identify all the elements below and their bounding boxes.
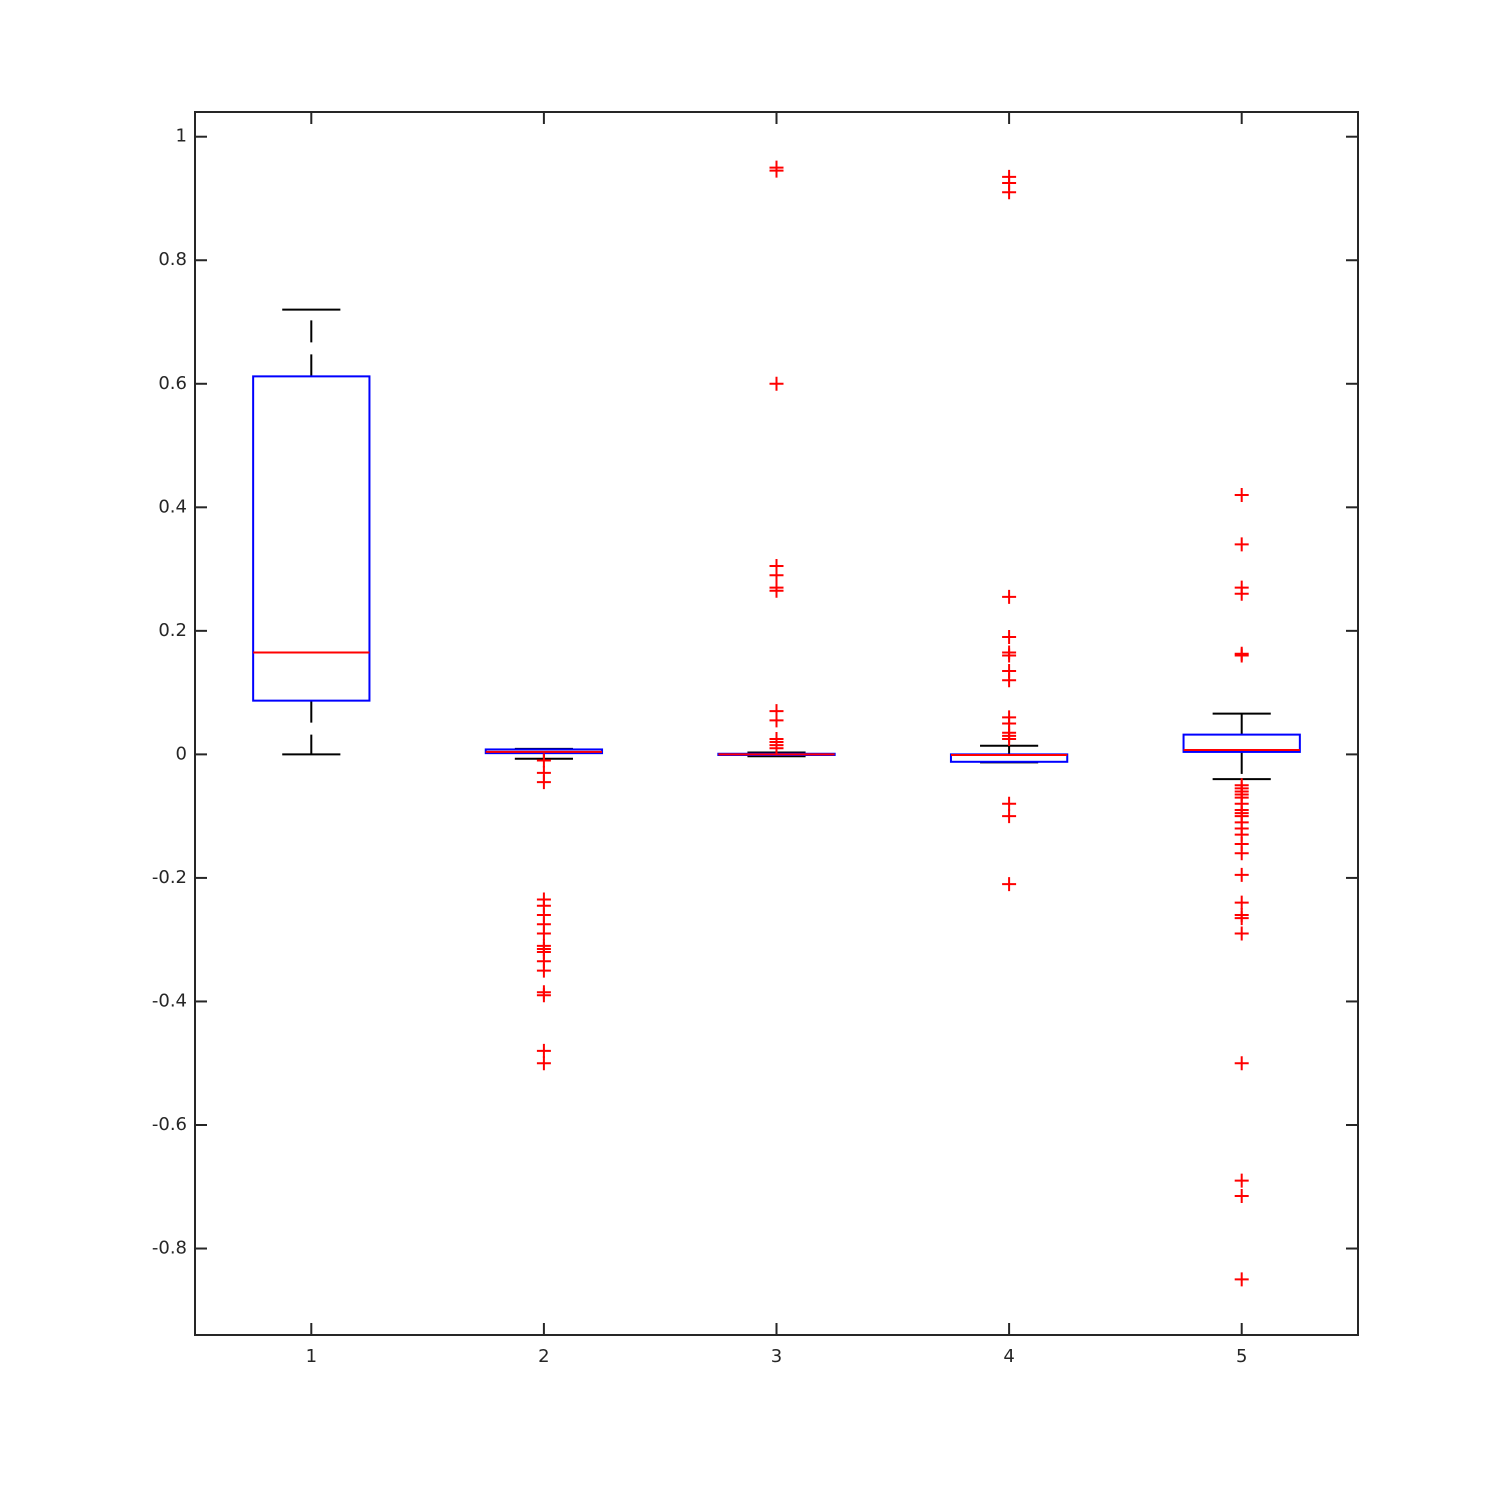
- outlier: [1234, 1173, 1249, 1188]
- outlier: [1234, 1189, 1249, 1204]
- outlier: [1002, 673, 1017, 688]
- outlier: [536, 988, 551, 1003]
- outlier: [1234, 487, 1249, 502]
- x-tick-label: 2: [538, 1346, 549, 1367]
- outlier: [536, 926, 551, 941]
- box: [1182, 733, 1301, 753]
- outlier: [1002, 796, 1017, 811]
- outlier: [536, 775, 551, 790]
- y-tick-label: 0.2: [158, 620, 187, 641]
- y-tick-label: -0.2: [152, 867, 187, 888]
- outlier: [1234, 537, 1249, 552]
- outlier: [769, 376, 784, 391]
- outlier: [769, 741, 784, 756]
- outlier: [1234, 895, 1249, 910]
- x-tick-label: 1: [306, 1346, 317, 1367]
- outlier: [1234, 867, 1249, 882]
- outlier: [536, 753, 551, 768]
- y-tick-label: -0.6: [152, 1114, 187, 1135]
- outlier: [1002, 877, 1017, 892]
- outlier: [769, 713, 784, 728]
- x-tick-label: 4: [1003, 1346, 1014, 1367]
- y-tick-label: -0.8: [152, 1238, 187, 1259]
- outlier: [1234, 846, 1249, 861]
- outlier: [769, 163, 784, 178]
- x-tick-label: 3: [771, 1346, 782, 1367]
- outlier: [1234, 926, 1249, 941]
- outlier: [1234, 648, 1249, 663]
- outlier: [1234, 1056, 1249, 1071]
- outlier: [1002, 630, 1017, 645]
- outlier: [1234, 911, 1249, 926]
- y-tick-label: 1: [176, 126, 187, 147]
- outlier: [1234, 1272, 1249, 1287]
- outlier: [536, 1043, 551, 1058]
- y-tick-label: -0.4: [152, 990, 187, 1011]
- outlier: [536, 963, 551, 978]
- outlier: [1002, 809, 1017, 824]
- y-tick-label: 0.4: [158, 496, 187, 517]
- y-tick-label: 0: [176, 743, 187, 764]
- box: [252, 375, 371, 702]
- y-tick-label: 0.8: [158, 249, 187, 270]
- outlier: [1002, 648, 1017, 663]
- outlier: [1002, 185, 1017, 200]
- outlier: [1002, 731, 1017, 746]
- outlier: [536, 1056, 551, 1071]
- outlier: [769, 568, 784, 583]
- x-tick-label: 5: [1236, 1346, 1247, 1367]
- outlier: [1002, 589, 1017, 604]
- outlier: [1234, 586, 1249, 601]
- y-tick-label: 0.6: [158, 373, 187, 394]
- outlier: [769, 583, 784, 598]
